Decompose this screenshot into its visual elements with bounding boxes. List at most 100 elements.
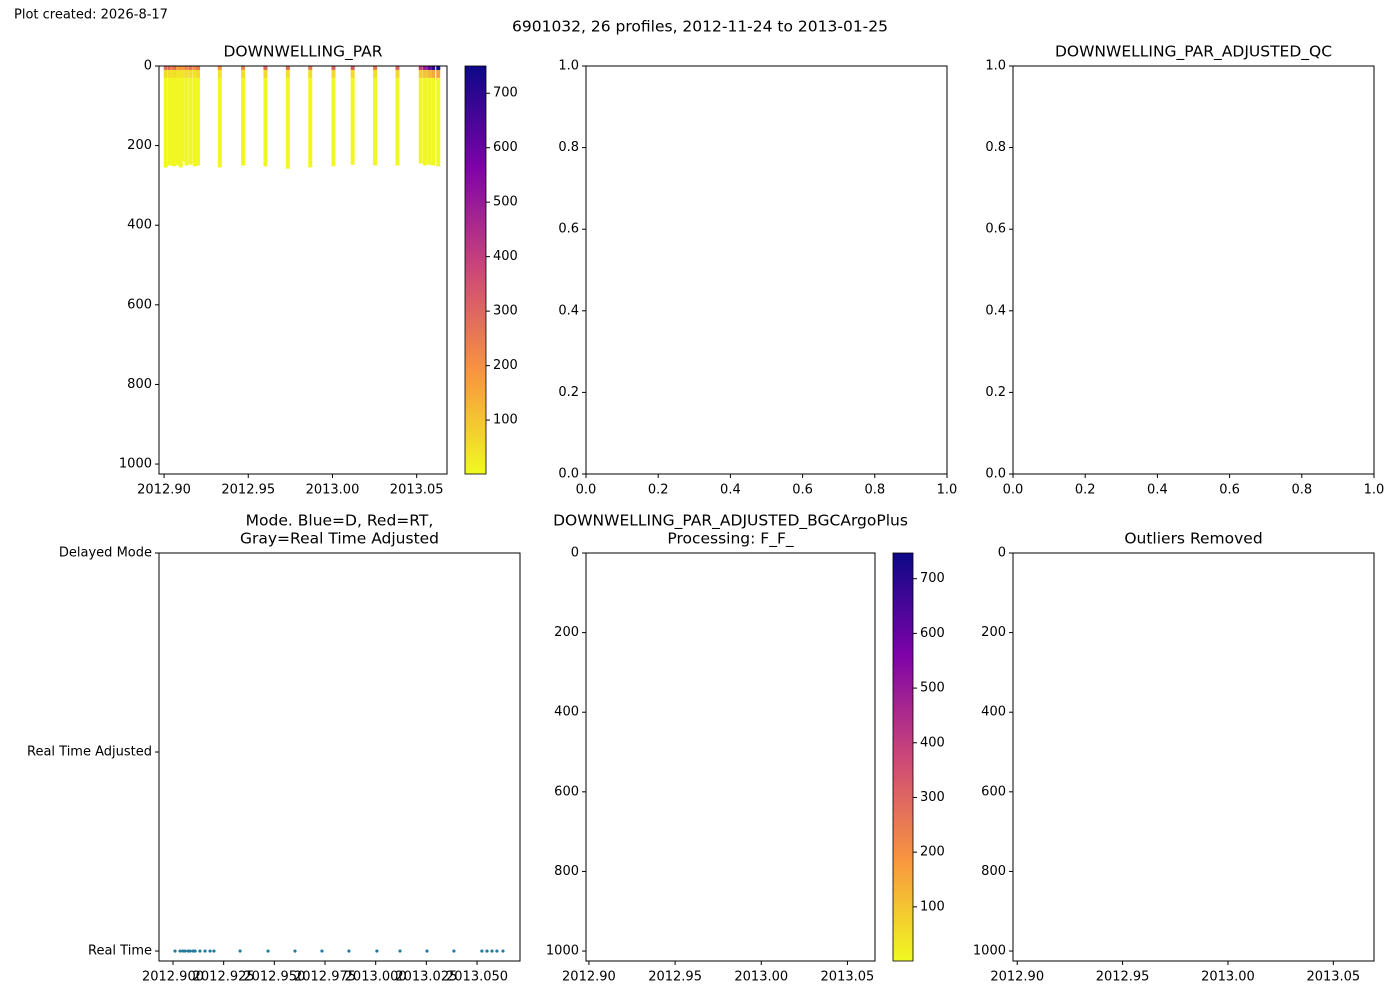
x-tick-label: 2013.000	[345, 970, 407, 985]
profile-cell	[180, 66, 185, 70]
profile-cell	[188, 77, 193, 165]
profile-cell	[373, 69, 378, 78]
profile-cell	[192, 69, 197, 78]
y-tick-label: 400	[554, 705, 579, 720]
profile-cell	[395, 69, 400, 78]
y-tick-label: 0.0	[558, 467, 579, 482]
profile-cell	[331, 69, 336, 78]
colorbar-tick-label: 700	[493, 86, 518, 101]
axes-frame	[158, 552, 521, 962]
profile-cell	[176, 66, 181, 70]
y-tick-label: 0	[571, 546, 579, 561]
profile-cell	[350, 69, 355, 78]
x-tick-label: 0.2	[648, 483, 669, 498]
colorbar-tick-label: 600	[493, 140, 518, 155]
mode-point	[347, 949, 351, 953]
profile-cell	[263, 77, 268, 167]
x-tick-label: 2012.90	[137, 483, 191, 498]
y-tick-label: 800	[127, 377, 152, 392]
profile-cell	[163, 77, 168, 168]
mode-point	[212, 949, 216, 953]
x-tick-label: 2013.05	[1306, 970, 1360, 985]
y-tick-label: 1000	[973, 944, 1006, 959]
profile-cell	[192, 66, 197, 70]
y-tick-label: Real Time	[88, 944, 152, 959]
y-tick-label: 800	[981, 864, 1006, 879]
x-tick-label: 2012.950	[243, 970, 305, 985]
x-tick-label: 0.4	[720, 483, 741, 498]
profile-cell	[167, 66, 172, 70]
axes-frame	[158, 65, 448, 475]
colorbar	[464, 65, 487, 475]
profile-cell	[373, 66, 378, 70]
profile-cell	[418, 66, 423, 70]
y-tick-label: 200	[554, 625, 579, 640]
mode-point	[452, 949, 456, 953]
y-tick-label: 0	[998, 546, 1006, 561]
profile-cell	[427, 66, 432, 70]
panel-title: Mode. Blue=D, Red=RT,	[246, 512, 434, 530]
figure-title: 6901032, 26 profiles, 2012-11-24 to 2013…	[512, 18, 888, 36]
x-tick-label: 0.0	[1003, 483, 1024, 498]
profile-cell	[167, 69, 172, 78]
created-note: Plot created: 2026-8-17	[14, 8, 168, 23]
mode-point	[320, 949, 324, 953]
x-tick-label: 2012.90	[990, 970, 1044, 985]
y-tick-label: 600	[127, 297, 152, 312]
panel-title: Processing: F_F_	[667, 530, 793, 549]
profile-cell	[331, 77, 336, 167]
mode-point	[188, 949, 192, 953]
mode-point	[485, 949, 489, 953]
profile-cell	[427, 77, 432, 165]
profile-cell	[436, 77, 441, 167]
mode-point	[425, 949, 429, 953]
profile-cell	[171, 66, 176, 70]
y-tick-label: 1000	[119, 457, 152, 472]
x-tick-label: 2013.050	[446, 970, 508, 985]
panel-title: DOWNWELLING_PAR	[223, 43, 382, 62]
y-tick-label: 800	[554, 864, 579, 879]
y-tick-label: 0.6	[558, 222, 579, 237]
mode-point	[203, 949, 207, 953]
profile-cell	[241, 66, 246, 70]
profile-cell	[217, 69, 222, 78]
profile-cell	[163, 66, 168, 70]
profile-cell	[436, 66, 441, 70]
x-tick-label: 2013.05	[821, 970, 875, 985]
profile-cell	[196, 66, 201, 70]
x-tick-label: 2012.95	[1096, 970, 1150, 985]
colorbar-tick-label: 400	[493, 249, 518, 264]
x-tick-label: 2012.925	[193, 970, 255, 985]
colorbar-tick-label: 300	[920, 790, 945, 805]
mode-point	[480, 949, 484, 953]
mode-point	[238, 949, 242, 953]
y-tick-label: Real Time Adjusted	[27, 745, 152, 760]
profile-cell	[395, 66, 400, 70]
profile-cell	[285, 66, 290, 70]
colorbar-tick-label: 300	[493, 304, 518, 319]
y-tick-label: 0	[144, 59, 152, 74]
profile-cell	[171, 69, 176, 78]
y-tick-label: 1.0	[985, 59, 1006, 74]
y-tick-label: 200	[127, 138, 152, 153]
x-tick-label: 0.2	[1075, 483, 1096, 498]
profile-cell	[184, 77, 189, 166]
profile-cell	[422, 77, 427, 166]
x-tick-label: 2013.00	[734, 970, 788, 985]
y-tick-label: 0.8	[558, 140, 579, 155]
mode-point	[178, 949, 182, 953]
profile-cell	[285, 69, 290, 78]
axes-frame	[585, 65, 948, 475]
profile-cell	[350, 66, 355, 70]
profile-cell	[196, 77, 201, 166]
y-tick-label: 600	[981, 784, 1006, 799]
profile-cell	[241, 77, 246, 166]
profile-cell	[180, 69, 185, 78]
y-tick-label: 600	[554, 784, 579, 799]
y-tick-label: 0.2	[985, 385, 1006, 400]
x-tick-label: 2012.975	[294, 970, 356, 985]
profile-cell	[163, 69, 168, 78]
axes-frame	[1012, 65, 1375, 475]
panel-title: Outliers Removed	[1124, 530, 1262, 548]
